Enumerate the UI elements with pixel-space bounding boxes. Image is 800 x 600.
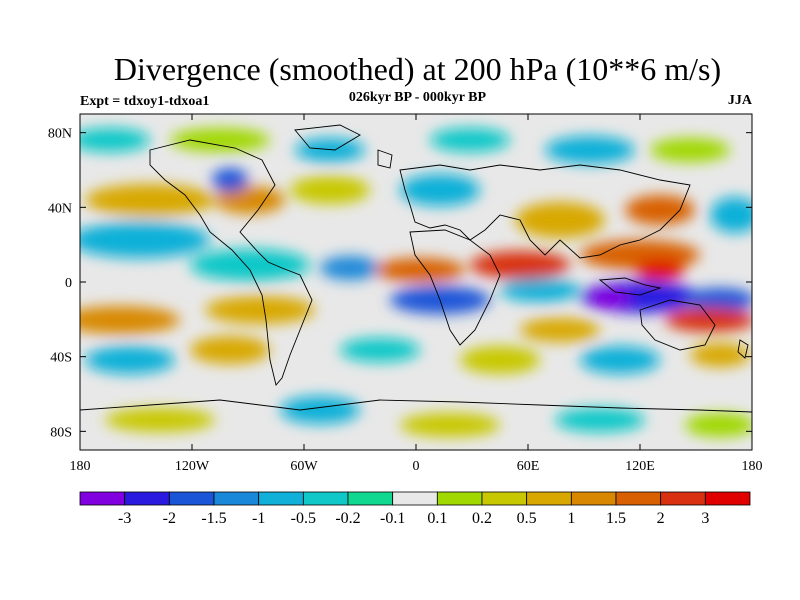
- colorbar-label: 1: [567, 510, 575, 527]
- x-tick-label: 120E: [625, 459, 655, 474]
- x-tick-label: 180: [742, 459, 763, 474]
- chart-subtitle: 026kyr BP - 000kyr BP: [348, 90, 487, 105]
- colorbar-swatch: [570, 491, 617, 506]
- colorbar-swatch: [168, 491, 215, 506]
- x-tick-label: 60E: [517, 459, 540, 474]
- colorbar-label: 0.2: [472, 510, 492, 527]
- season-label: JJA: [727, 93, 752, 108]
- colorbar-swatch: [258, 491, 304, 506]
- x-tick-label: 60W: [290, 459, 318, 474]
- colorbar-label: -1: [252, 510, 265, 527]
- chart-title: Divergence (smoothed) at 200 hPa (10**6 …: [113, 51, 722, 87]
- map-axes: 180 120W 60W 0 60E 120E 180 80N 40N 0 40S 80S: [48, 114, 763, 474]
- colorbar-label: 0.1: [427, 510, 447, 527]
- colorbar-label: 3: [701, 510, 709, 527]
- y-tick-label: 40N: [48, 201, 72, 216]
- colorbar-swatch: [660, 491, 706, 506]
- x-tick-label: 120W: [175, 459, 210, 474]
- colorbar-label: 2: [657, 510, 665, 527]
- colorbar-label: -3: [118, 510, 131, 527]
- colorbar-swatch: [436, 491, 483, 506]
- experiment-label: Expt = tdxoy1-tdxoa1: [80, 94, 210, 109]
- colorbar-swatch: [124, 491, 170, 506]
- y-tick-label: 0: [65, 276, 72, 291]
- x-tick-label: 0: [413, 459, 420, 474]
- colorbar-swatch: [392, 491, 438, 506]
- y-tick-label: 80S: [50, 425, 72, 440]
- x-tick-label: 180: [70, 459, 91, 474]
- colorbar-swatch: [704, 491, 751, 506]
- colorbar-label: 1.5: [606, 510, 626, 527]
- colorbar-swatch: [481, 491, 528, 506]
- colorbar-swatch: [526, 491, 572, 506]
- colorbar-label: 0.5: [517, 510, 537, 527]
- colorbar-swatch: [213, 491, 260, 506]
- colorbar-label: -0.1: [380, 510, 405, 527]
- y-tick-label: 40S: [50, 351, 72, 366]
- y-tick-label: 80N: [48, 127, 72, 142]
- contour-field: [80, 128, 752, 437]
- colorbar-label: -0.2: [335, 510, 360, 527]
- colorbar-label: -0.5: [291, 510, 316, 527]
- colorbar-swatch: [347, 491, 394, 506]
- colorbar-label: -1.5: [201, 510, 226, 527]
- colorbar-swatch: [302, 491, 349, 506]
- colorbar-swatch: [79, 491, 126, 506]
- colorbar-swatch: [615, 491, 662, 506]
- colorbar: -3 -2 -1.5 -1 -0.5 -0.2 -0.1 0.1 0.2 0.5 1 1.5 2 3: [79, 491, 751, 527]
- colorbar-label: -2: [163, 510, 176, 527]
- coastlines: [80, 124, 752, 413]
